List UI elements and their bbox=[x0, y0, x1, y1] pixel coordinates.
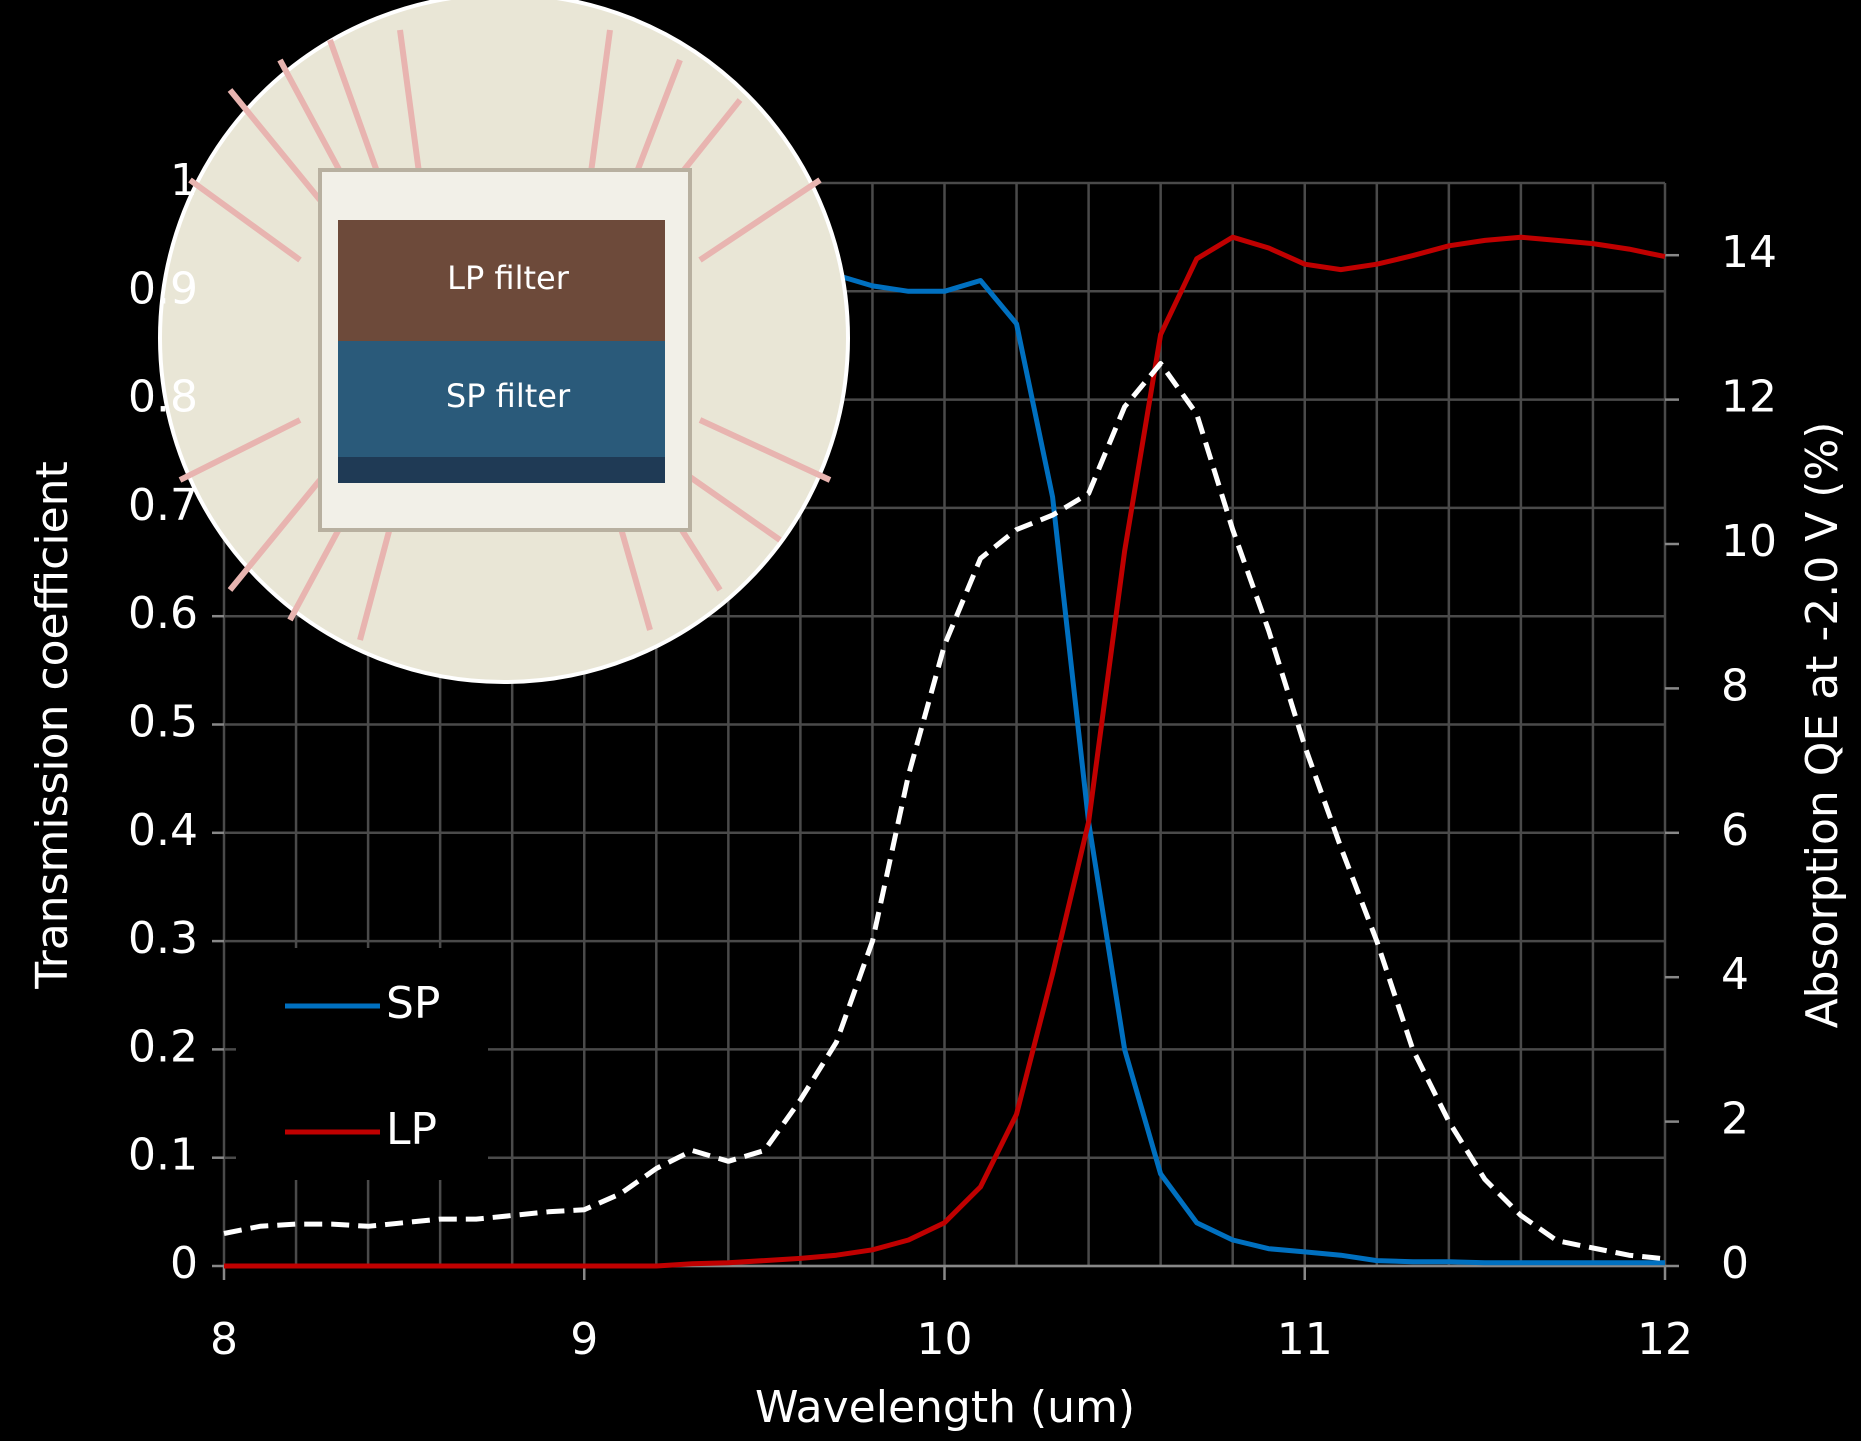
x-tick-label: 9 bbox=[570, 1314, 598, 1365]
y2-tick-label: 8 bbox=[1721, 660, 1749, 711]
y-tick-label: 0 bbox=[170, 1238, 198, 1289]
legend: SP LP bbox=[236, 948, 488, 1180]
inset-image: LP filter SP filter bbox=[160, 0, 848, 682]
legend-label: LP bbox=[386, 1104, 437, 1155]
y2-tick-label: 10 bbox=[1721, 516, 1777, 567]
page: SP LP LP filter SP filter Wavelength (um)… bbox=[0, 0, 1861, 1441]
y-tick-label: 0.2 bbox=[128, 1021, 198, 1072]
x-axis-title: Wavelength (um) bbox=[755, 1382, 1135, 1433]
y2-tick-label: 0 bbox=[1721, 1238, 1749, 1289]
y-tick-label: 0.6 bbox=[128, 588, 198, 639]
y-axis-title: Transmission coefficient bbox=[27, 461, 78, 990]
inset-label: LP filter bbox=[447, 259, 570, 297]
y-tick-label: 0.4 bbox=[128, 805, 198, 856]
y2-tick-label: 4 bbox=[1721, 949, 1749, 1000]
y-tick-label: 0.5 bbox=[128, 697, 198, 748]
chart: SP LP LP filter SP filter Wavelength (um)… bbox=[0, 0, 1861, 1441]
x-tick-label: 12 bbox=[1637, 1314, 1693, 1365]
y-tick-label: 0.8 bbox=[128, 372, 198, 423]
y2-axis-title: Absorption QE at -2.0 V (%) bbox=[1797, 422, 1848, 1029]
legend-box bbox=[236, 948, 488, 1180]
y2-tick-label: 14 bbox=[1721, 227, 1777, 278]
legend-label: SP bbox=[386, 978, 440, 1029]
y2-tick-label: 12 bbox=[1721, 372, 1777, 423]
y-tick-label: 0.9 bbox=[128, 263, 198, 314]
y2-tick-label: 6 bbox=[1721, 805, 1749, 856]
chip-edge bbox=[338, 457, 665, 483]
x-tick-label: 11 bbox=[1277, 1314, 1333, 1365]
x-tick-label: 8 bbox=[210, 1314, 238, 1365]
y-tick-label: 0.1 bbox=[128, 1130, 198, 1181]
y-tick-label: 1 bbox=[170, 155, 198, 206]
y2-tick-label: 2 bbox=[1721, 1094, 1749, 1145]
y-tick-label: 0.7 bbox=[128, 480, 198, 531]
y-tick-label: 0.3 bbox=[128, 913, 198, 964]
inset-label: SP filter bbox=[446, 377, 571, 415]
x-tick-label: 10 bbox=[917, 1314, 973, 1365]
